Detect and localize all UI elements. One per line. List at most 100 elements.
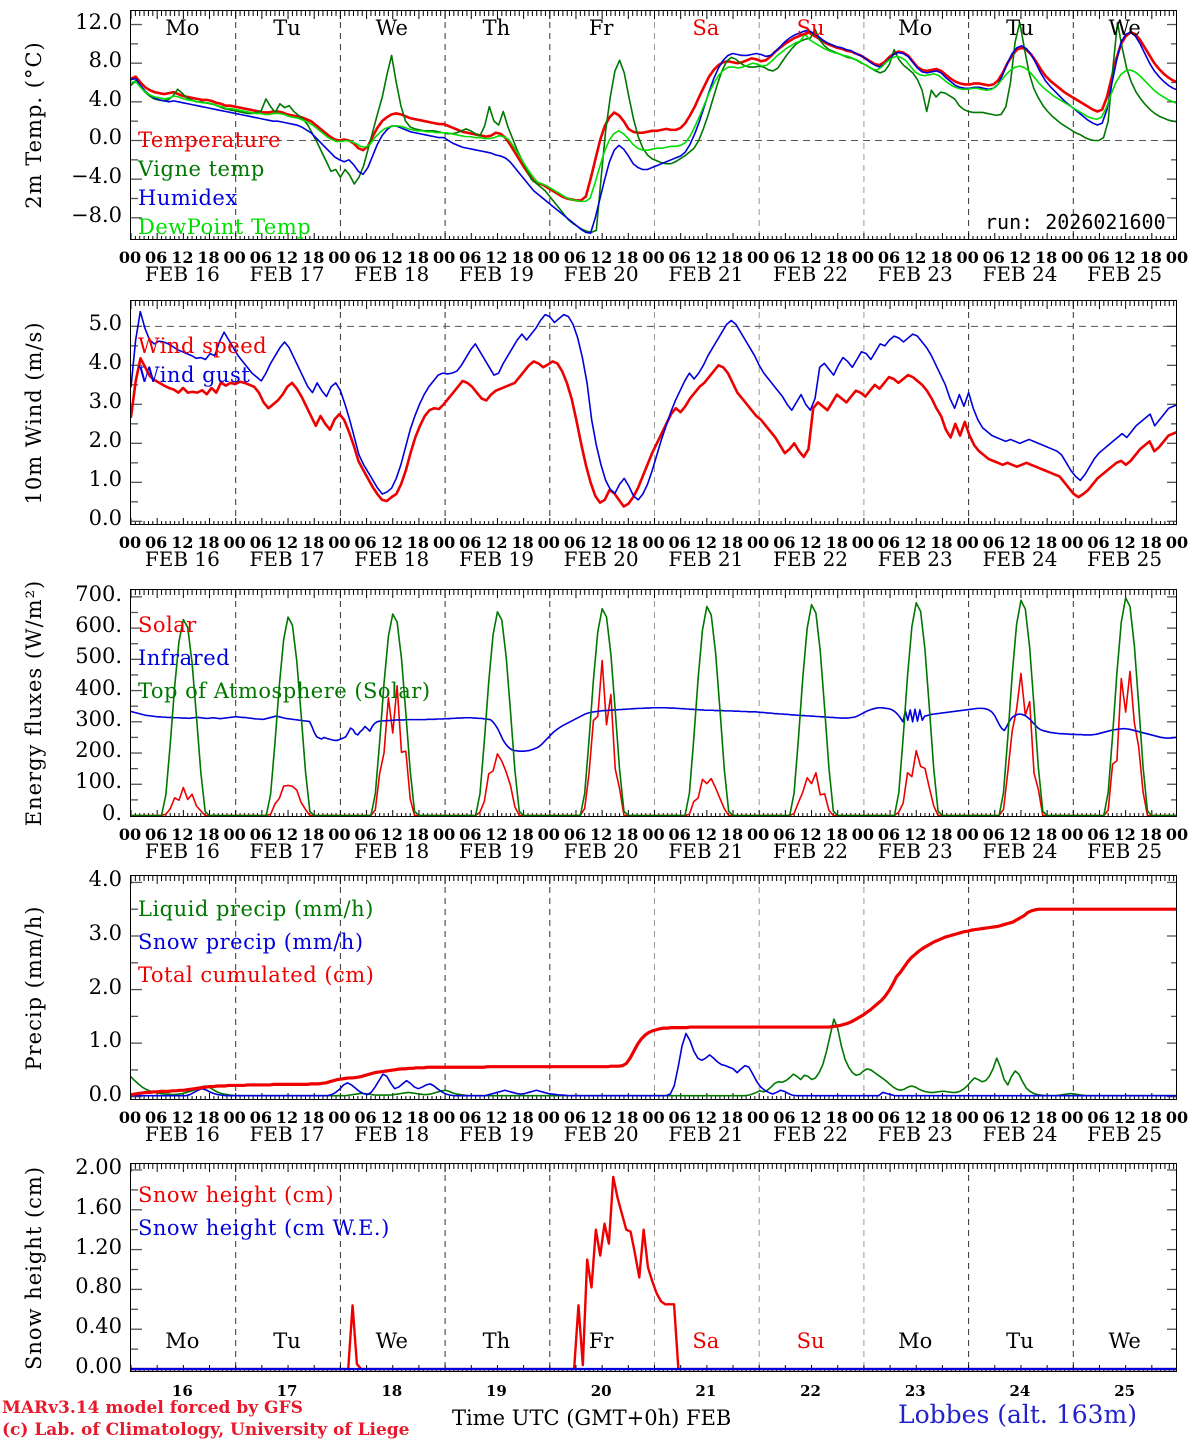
xtick-hour: 06 bbox=[982, 533, 1005, 552]
day-label-su-6: Su bbox=[796, 16, 825, 40]
day-label-mo-0: Mo bbox=[165, 1329, 200, 1353]
xtick-date: FEB 20 bbox=[563, 839, 639, 863]
xtick-hour: 00 bbox=[851, 1108, 875, 1127]
day-label-fr-4: Fr bbox=[588, 16, 614, 40]
xtick-date: FEB 18 bbox=[354, 839, 430, 863]
series-dewpoint-temp bbox=[131, 33, 1176, 203]
ytick-energy_fluxes-4: 300. bbox=[75, 706, 122, 731]
xtick-date: FEB 20 bbox=[563, 262, 639, 286]
series-snow-precip-mm-h- bbox=[131, 1032, 1176, 1097]
xtick-hour: 06 bbox=[773, 1108, 796, 1127]
xtick-hour: 00 bbox=[747, 248, 770, 267]
xtick-date: FEB 20 bbox=[563, 547, 639, 571]
xtick-hour: 00 bbox=[642, 1108, 665, 1127]
xtick-hour: 18 bbox=[302, 825, 325, 844]
xtick-hour: 12 bbox=[380, 825, 403, 844]
xtick-date: FEB 17 bbox=[249, 262, 325, 286]
ytick-precip-4: 0.0 bbox=[88, 1081, 122, 1106]
xtick-hour: 12 bbox=[171, 248, 194, 267]
xtick-hour: 00 bbox=[118, 1108, 142, 1127]
xtick-hour: 06 bbox=[249, 1108, 272, 1127]
xtick-hour: 12 bbox=[590, 1108, 613, 1127]
xtick-hour: 06 bbox=[145, 1108, 168, 1127]
xtick-hour: 06 bbox=[1087, 825, 1110, 844]
xtick-hour: 18 bbox=[930, 1108, 953, 1127]
xtick-hour: 00 bbox=[537, 825, 560, 844]
xtick-hour: 18 bbox=[302, 533, 325, 552]
ytick-temperature-2: 4.0 bbox=[88, 86, 122, 111]
xtick-hour: 12 bbox=[1113, 1108, 1136, 1127]
legend-wind-1: Wind gust bbox=[138, 363, 251, 387]
xtick-hour: 06 bbox=[773, 533, 796, 552]
model-credit-line1: MARv3.14 model forced by GFS bbox=[2, 1398, 303, 1418]
xtick-hour: 00 bbox=[1061, 533, 1084, 552]
xtick-hour: 06 bbox=[563, 1108, 587, 1127]
xtick-hour: 06 bbox=[563, 825, 587, 844]
xtick-hour: 12 bbox=[1008, 825, 1032, 844]
xtick-date: FEB 22 bbox=[773, 547, 849, 571]
xtick-date: FEB 16 bbox=[144, 262, 220, 286]
xtick-date: FEB 17 bbox=[249, 1122, 325, 1146]
xtick-hour: 18 bbox=[616, 825, 639, 844]
panel-precip bbox=[130, 875, 1177, 1100]
ytick-energy_fluxes-7: 0. bbox=[101, 800, 122, 825]
ytick-wind-0: 5.0 bbox=[88, 311, 122, 336]
xtick-hour: 06 bbox=[668, 533, 691, 552]
xtick-hour: 06 bbox=[877, 825, 901, 844]
xtick-hour: 18 bbox=[302, 248, 325, 267]
xtick-hour: 06 bbox=[668, 825, 691, 844]
xtick-hour: 06 bbox=[249, 533, 272, 552]
xtick-hour: 06 bbox=[459, 248, 482, 267]
day-label-we-2: We bbox=[375, 1329, 408, 1353]
xtick-hour: 12 bbox=[171, 1108, 194, 1127]
xtick-hour: 00 bbox=[118, 825, 142, 844]
day-label-mo-7: Mo bbox=[898, 1329, 933, 1353]
xtick-hour: 12 bbox=[799, 248, 822, 267]
xtick-hour: 06 bbox=[354, 1108, 377, 1127]
xtick-hour: 12 bbox=[590, 825, 613, 844]
xtick-hour: 12 bbox=[694, 825, 717, 844]
xtick-hour: 18 bbox=[720, 1108, 744, 1127]
xtick-hour: 18 bbox=[1139, 825, 1162, 844]
xtick-hour: 00 bbox=[851, 825, 875, 844]
xtick-hour: 00 bbox=[747, 825, 770, 844]
xtick-hour: 12 bbox=[1008, 1108, 1032, 1127]
legend-temperature-0: Temperature bbox=[138, 128, 282, 152]
xtick-hour: 12 bbox=[694, 248, 717, 267]
xtick-hour: 06 bbox=[145, 825, 168, 844]
xtick-hour: 18 bbox=[406, 248, 430, 267]
xtick-hour: 00 bbox=[1061, 248, 1084, 267]
ytick-energy_fluxes-6: 100. bbox=[75, 769, 122, 794]
xtick-hour: 00 bbox=[537, 248, 560, 267]
day-label-su-6: Su bbox=[796, 1329, 825, 1353]
ytick-energy_fluxes-3: 400. bbox=[75, 675, 122, 700]
xtick-hour: 18 bbox=[197, 825, 220, 844]
legend-temperature-3: DewPoint Temp bbox=[138, 215, 312, 239]
xtick-date: FEB 25 bbox=[1087, 1122, 1163, 1146]
xtick-hour: 00 bbox=[1165, 248, 1189, 267]
day-label-mo-7: Mo bbox=[898, 16, 933, 40]
ytick-precip-3: 1.0 bbox=[88, 1028, 122, 1053]
xtick-hour: 06 bbox=[773, 825, 796, 844]
xtick-hour: 06 bbox=[145, 533, 168, 552]
day-number: 19 bbox=[486, 1382, 507, 1400]
xtick-date: FEB 21 bbox=[668, 839, 744, 863]
xtick-hour: 18 bbox=[1034, 1108, 1058, 1127]
legend-precip-2: Total cumulated (cm) bbox=[138, 963, 375, 987]
xtick-hour: 18 bbox=[825, 533, 848, 552]
xtick-hour: 12 bbox=[1113, 533, 1136, 552]
series-infrared bbox=[131, 706, 1176, 752]
series-wind-gust bbox=[131, 310, 1176, 501]
series-total-cumulated-cm- bbox=[131, 907, 1176, 1097]
day-number: 20 bbox=[590, 1382, 612, 1400]
series-top-of-atmosphere-solar- bbox=[131, 597, 1176, 816]
xtick-hour: 00 bbox=[747, 1108, 770, 1127]
xtick-date: FEB 22 bbox=[773, 262, 849, 286]
series-wind-speed bbox=[131, 357, 1176, 508]
ytick-snow_height-4: 0.40 bbox=[75, 1314, 122, 1339]
xtick-hour: 00 bbox=[642, 825, 665, 844]
day-number: 24 bbox=[1009, 1382, 1031, 1400]
ytick-snow_height-1: 1.60 bbox=[75, 1194, 122, 1219]
xtick-hour: 00 bbox=[1165, 1108, 1189, 1127]
